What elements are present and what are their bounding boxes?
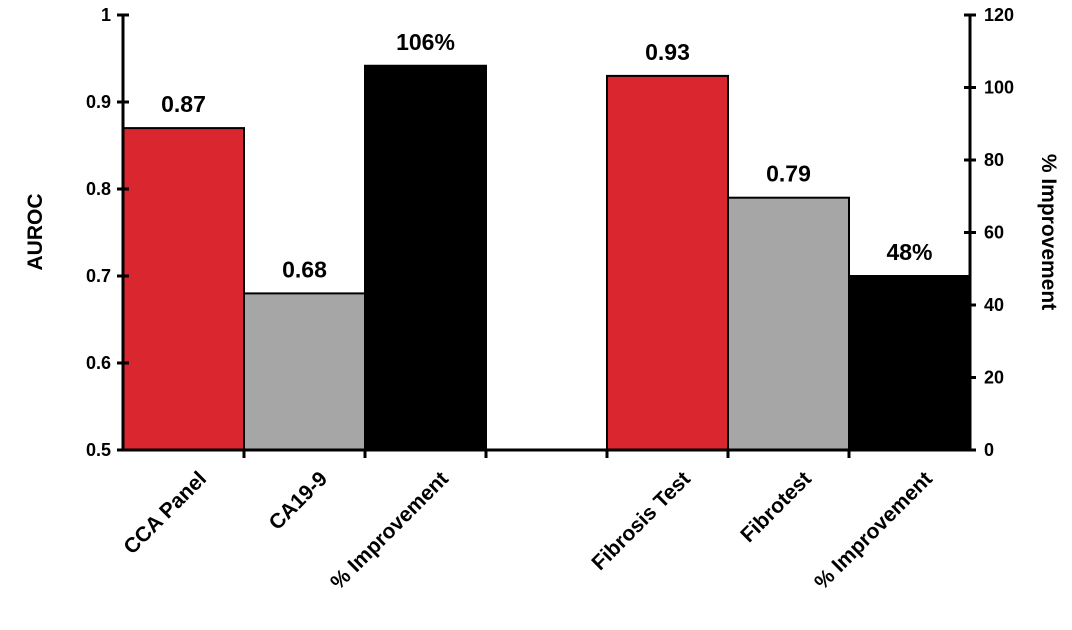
bar-1-3 (364, 64, 487, 451)
bar-value-label: 0.93 (645, 39, 690, 65)
category-label: CA19-9 (265, 467, 332, 534)
category-label: CCA Panel (119, 467, 211, 559)
left-y-tick-label: 0.6 (86, 353, 111, 373)
bar-2-2 (727, 196, 850, 451)
bar-value-label: 48% (886, 239, 932, 265)
bar-value-label: 106% (396, 29, 455, 55)
category-label: Fibrosis Test (587, 467, 695, 575)
left-y-tick-label: 0.5 (86, 440, 111, 460)
left-y-tick-label: 1 (101, 5, 111, 25)
category-label: % Improvement (810, 467, 937, 594)
right-axis-title: % Improvement (1037, 154, 1060, 310)
left-y-tick-label: 0.9 (86, 92, 111, 112)
right-y-tick-label: 40 (984, 295, 1004, 315)
category-label: % Improvement (326, 467, 453, 594)
bar-2-1 (606, 74, 729, 452)
ticks-layer: 0.5 0.6 0.7 0.8 0.9 1 0 20 40 60 80 100 120 (86, 5, 1014, 460)
bar-2-3 (848, 275, 971, 451)
bars-layer (122, 64, 971, 452)
category-label: Fibrotest (736, 467, 816, 547)
bar-value-label: 0.68 (282, 256, 327, 282)
bar-1-2 (243, 292, 366, 451)
left-y-tick-label: 0.7 (86, 266, 111, 286)
left-axis-title: AUROC (24, 194, 47, 271)
left-y-tick-label: 0.8 (86, 179, 111, 199)
right-y-tick-label: 20 (984, 368, 1004, 388)
right-y-tick-label: 60 (984, 223, 1004, 243)
right-y-tick-label: 100 (984, 78, 1014, 98)
right-y-tick-label: 120 (984, 5, 1014, 25)
right-y-tick-label: 0 (984, 440, 994, 460)
bar-value-label: 0.87 (161, 91, 206, 117)
bar-value-label: 0.79 (766, 161, 811, 187)
right-y-tick-label: 80 (984, 150, 1004, 170)
bar-1-1 (122, 127, 245, 451)
